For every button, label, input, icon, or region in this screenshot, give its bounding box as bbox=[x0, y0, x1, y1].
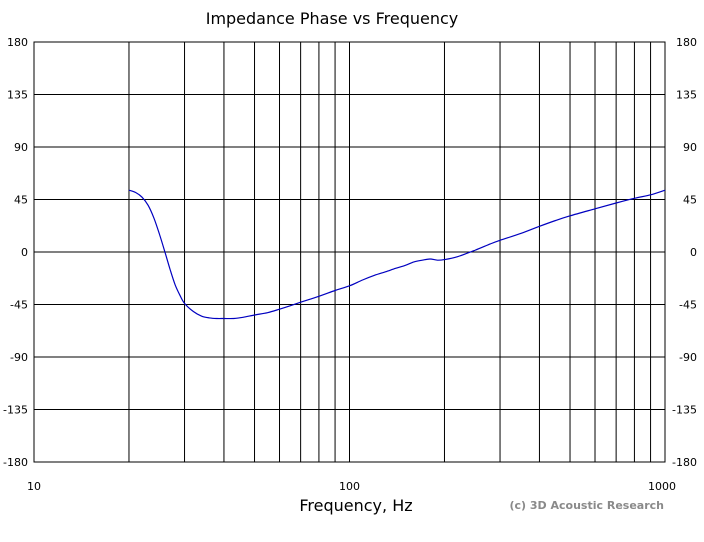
y-tick-label-left: 45 bbox=[14, 194, 28, 207]
y-tick-label-right: 0 bbox=[690, 246, 697, 259]
y-tick-label-right: -90 bbox=[679, 351, 697, 364]
x-axis: 10 100 1000 bbox=[27, 480, 676, 493]
y-tick-label-right: 180 bbox=[676, 36, 697, 49]
y-axis-right: 180 135 90 45 0 -45 -90 -135 -180 bbox=[672, 36, 697, 469]
y-tick-label-left: 90 bbox=[14, 141, 28, 154]
y-tick-label-right: -135 bbox=[672, 404, 697, 417]
phase-series-line bbox=[128, 189, 666, 320]
y-tick-label-right: 135 bbox=[676, 89, 697, 102]
x-tick-label: 1000 bbox=[648, 480, 676, 493]
grid-lines bbox=[34, 42, 665, 462]
credit-text: (c) 3D Acoustic Research bbox=[509, 499, 664, 512]
y-tick-label-left: 0 bbox=[21, 246, 28, 259]
x-tick-label: 100 bbox=[339, 480, 360, 493]
y-tick-label-left: -90 bbox=[10, 351, 28, 364]
y-tick-label-left: 135 bbox=[7, 89, 28, 102]
x-axis-label: Frequency, Hz bbox=[299, 496, 412, 515]
y-tick-label-left: -180 bbox=[3, 456, 28, 469]
y-tick-label-right: -180 bbox=[672, 456, 697, 469]
x-tick-label: 10 bbox=[27, 480, 41, 493]
y-axis-left: 180 135 90 45 0 -45 -90 -135 -180 bbox=[3, 36, 28, 469]
y-tick-label-left: -135 bbox=[3, 404, 28, 417]
y-tick-label-right: -45 bbox=[679, 299, 697, 312]
chart-title: Impedance Phase vs Frequency bbox=[206, 9, 459, 28]
y-tick-label-left: -45 bbox=[10, 299, 28, 312]
y-tick-label-right: 90 bbox=[683, 141, 697, 154]
y-tick-label-left: 180 bbox=[7, 36, 28, 49]
y-tick-label-right: 45 bbox=[683, 194, 697, 207]
